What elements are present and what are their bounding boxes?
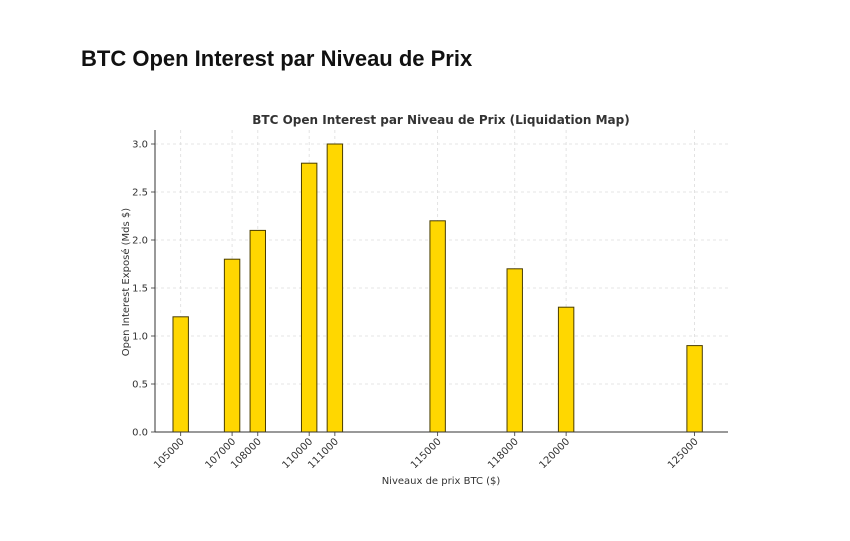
bar [172,316,189,433]
x-tick-label: 105000 [152,436,187,471]
bar [557,306,575,433]
bar [223,258,241,433]
x-axis-label: Niveaux de prix BTC ($) [382,476,501,487]
bars-group [172,143,703,433]
y-tick-label: 0.0 [132,428,148,439]
bar [249,229,266,433]
x-tick-label: 125000 [666,436,701,471]
y-tick-label: 2.0 [132,236,148,247]
bar [326,143,344,433]
bar [429,220,446,433]
y-axis-label: Open Interest Exposé (Mds $) [120,208,132,356]
bar [506,268,523,433]
x-tick-label: 120000 [537,436,572,471]
page-title: BTC Open Interest par Niveau de Prix [81,46,473,71]
y-tick-label: 1.5 [132,284,148,295]
y-tick-label: 3.0 [132,140,148,151]
bar [300,162,318,433]
chart-title: BTC Open Interest par Niveau de Prix (Li… [252,113,629,127]
axes-group [151,130,728,436]
x-tick-label: 115000 [409,436,444,471]
bar [686,345,703,433]
y-tick-label: 2.5 [132,188,148,199]
y-tick-labels: 0.0 0.5 1.0 1.5 2.0 2.5 3.0 [132,140,148,439]
y-tick-label: 0.5 [132,380,148,391]
x-tick-label: 118000 [486,436,521,471]
y-tick-label: 1.0 [132,332,148,343]
